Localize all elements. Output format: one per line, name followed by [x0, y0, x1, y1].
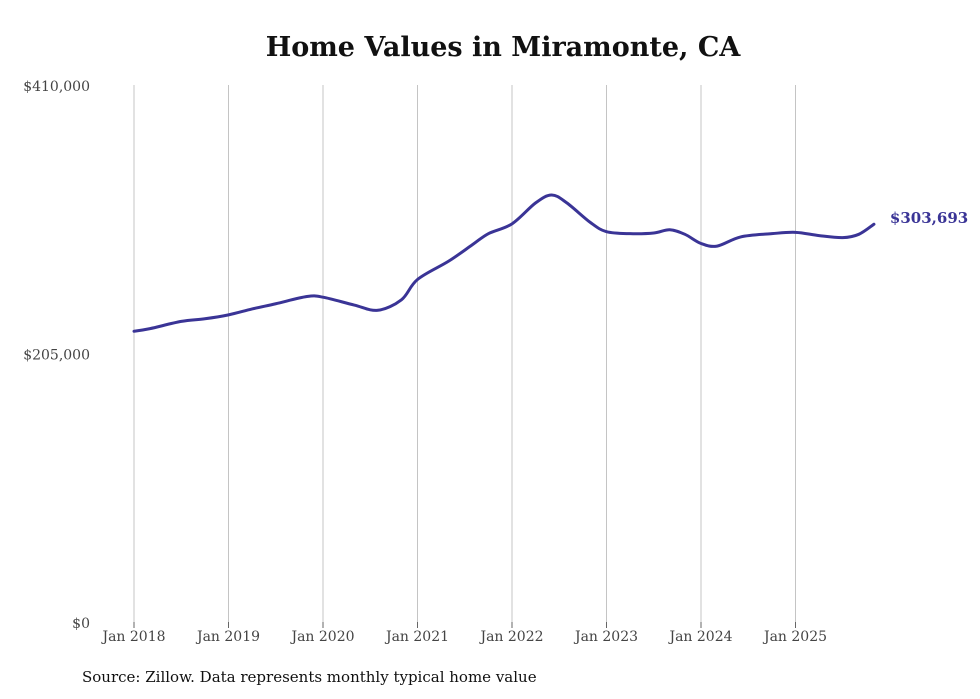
x-tick-label: Jan 2020 — [289, 629, 354, 645]
y-tick-label: $205,000 — [23, 348, 90, 364]
x-tick-label: Jan 2022 — [478, 629, 543, 645]
x-tick-label: Jan 2019 — [195, 629, 260, 645]
chart-title: Home Values in Miramonte, CA — [265, 32, 741, 63]
y-tick-label: $410,000 — [23, 79, 90, 95]
end-value-label: $303,693 — [890, 209, 968, 227]
y-tick-label: $0 — [72, 616, 90, 632]
series-line — [132, 193, 876, 333]
x-tick-label: Jan 2018 — [100, 629, 165, 645]
x-tick-label: Jan 2025 — [762, 629, 827, 645]
x-tick-label: Jan 2024 — [667, 629, 732, 645]
x-tick-label: Jan 2021 — [384, 629, 449, 645]
x-tick-label: Jan 2023 — [573, 629, 638, 645]
source-note: Source: Zillow. Data represents monthly … — [82, 668, 537, 686]
